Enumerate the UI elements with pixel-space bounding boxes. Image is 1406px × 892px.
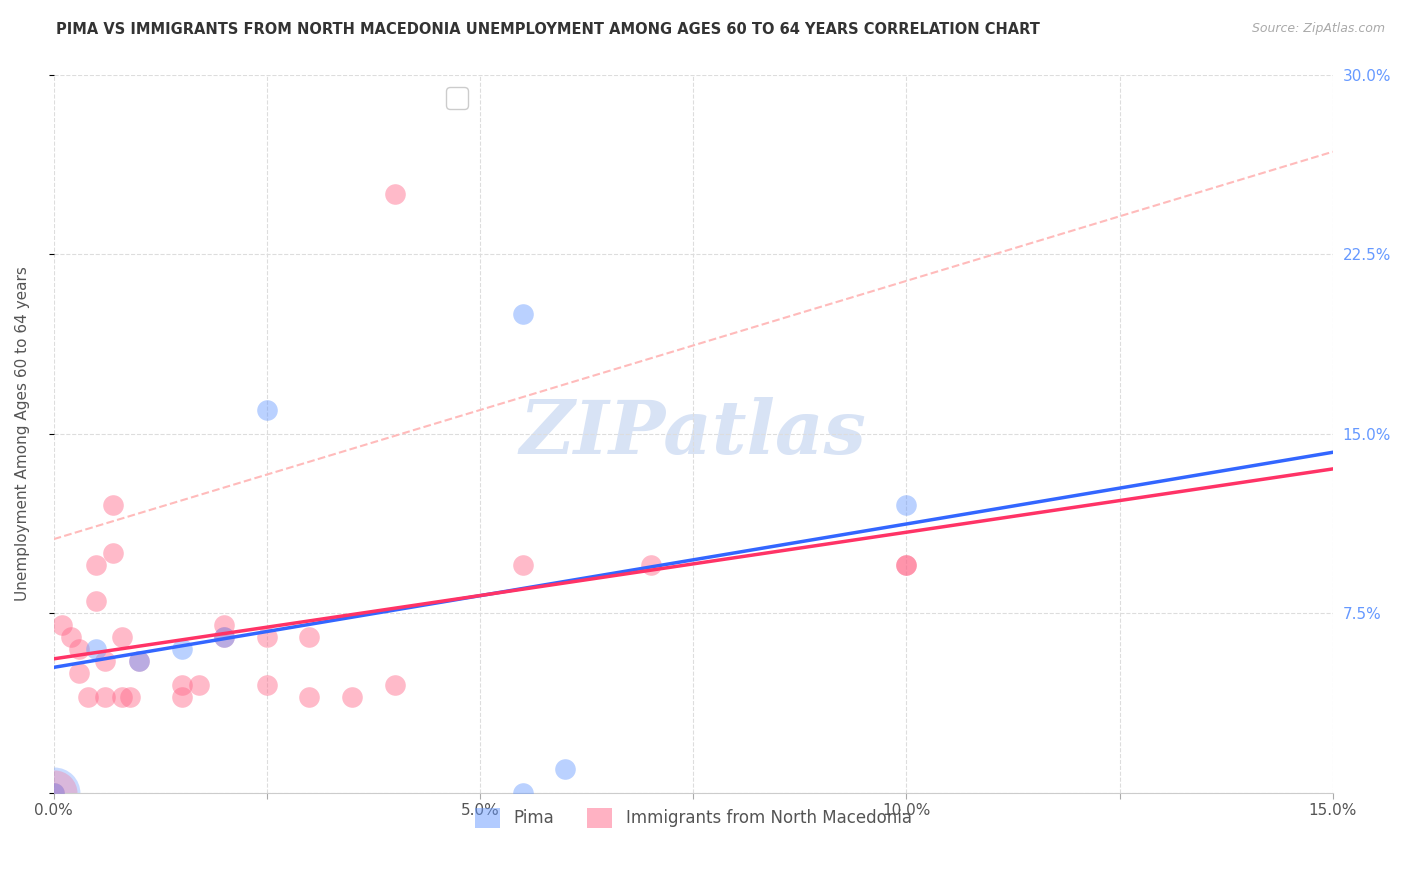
Text: Source: ZipAtlas.com: Source: ZipAtlas.com (1251, 22, 1385, 36)
Point (42, 786, 65, 800)
Y-axis label: Unemployment Among Ages 60 to 64 years: Unemployment Among Ages 60 to 64 years (15, 266, 30, 601)
Text: PIMA VS IMMIGRANTS FROM NORTH MACEDONIA UNEMPLOYMENT AMONG AGES 60 TO 64 YEARS C: PIMA VS IMMIGRANTS FROM NORTH MACEDONIA … (56, 22, 1040, 37)
Point (554, 762, 576, 776)
Point (298, 690, 321, 704)
Point (512, 786, 534, 800)
Point (111, 630, 134, 644)
Point (84, 642, 107, 657)
Point (42, 786, 65, 800)
Point (67, 642, 90, 657)
Point (187, 678, 209, 692)
Point (128, 654, 150, 668)
Point (896, 499, 918, 513)
Point (212, 618, 235, 632)
Point (103, 499, 125, 513)
Point (512, 558, 534, 573)
Point (384, 187, 406, 202)
Point (128, 654, 150, 668)
Point (384, 678, 406, 692)
Point (42, 786, 65, 800)
Point (76, 690, 98, 704)
Point (340, 690, 363, 704)
Point (67, 665, 90, 680)
Point (212, 630, 235, 644)
Point (256, 678, 278, 692)
Point (94, 654, 117, 668)
Legend: Pima, Immigrants from North Macedonia: Pima, Immigrants from North Macedonia (468, 801, 918, 835)
Point (170, 678, 193, 692)
Point (298, 630, 321, 644)
Point (120, 690, 142, 704)
Point (256, 402, 278, 417)
Point (84, 594, 107, 608)
Point (896, 558, 918, 573)
Point (640, 558, 662, 573)
Point (170, 642, 193, 657)
Point (111, 690, 134, 704)
Point (59, 630, 82, 644)
Point (84, 558, 107, 573)
Point (94, 690, 117, 704)
Point (51, 618, 73, 632)
Point (42, 786, 65, 800)
Point (103, 546, 125, 560)
Point (212, 630, 235, 644)
Point (896, 558, 918, 573)
Point (170, 690, 193, 704)
Point (256, 630, 278, 644)
Point (512, 307, 534, 321)
Text: ZIPatlas: ZIPatlas (520, 397, 866, 470)
